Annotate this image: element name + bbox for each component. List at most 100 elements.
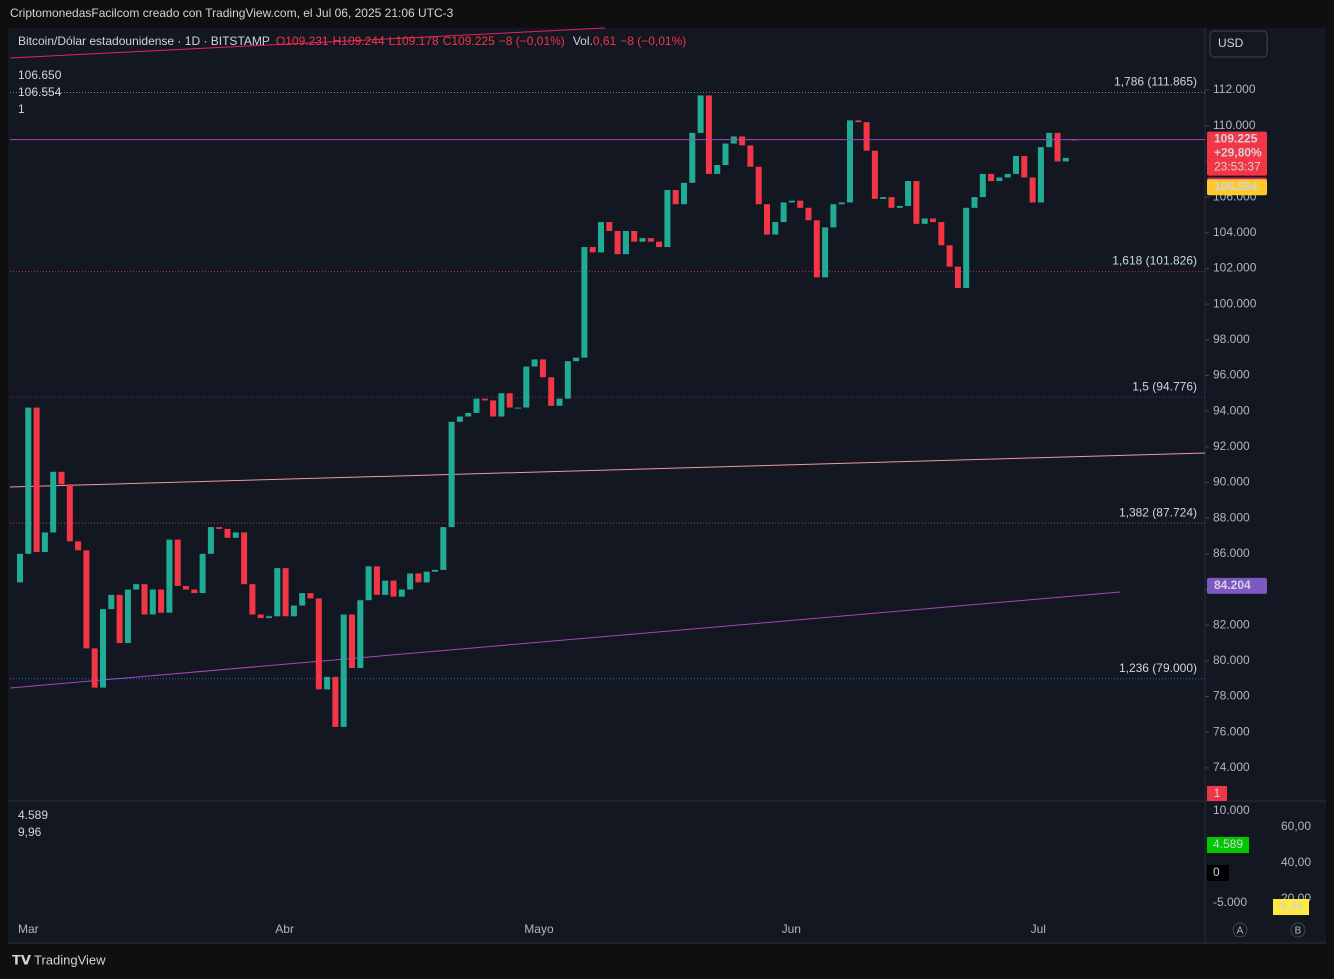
candle-body (838, 202, 845, 205)
candle-body (75, 541, 82, 551)
candle-body (971, 197, 978, 208)
candle-body (739, 136, 746, 146)
currency-button[interactable] (1209, 30, 1268, 58)
candle-body (672, 189, 679, 205)
candle-body (373, 566, 380, 595)
candle-body (681, 182, 687, 205)
candle-body (266, 616, 272, 619)
osc-axis-label: -5.000 (1213, 895, 1247, 909)
candle-body (25, 407, 32, 554)
volume: 0,61 (593, 34, 617, 48)
candle-body (448, 421, 455, 528)
candle-body (871, 150, 878, 199)
candle-body (66, 484, 73, 542)
trend-line (9, 591, 1121, 689)
candle-body (133, 584, 140, 590)
fib-label: 1,5 (94.776) (1132, 379, 1197, 393)
candle-body (290, 605, 297, 617)
candle-body (656, 241, 663, 248)
candle-body (589, 247, 596, 253)
y-tick-label: 100.000 (1213, 296, 1257, 310)
candle-body (772, 222, 779, 235)
candle-body (938, 222, 945, 246)
candle-body (930, 218, 936, 223)
candle-body (83, 550, 90, 649)
candle-body (722, 143, 729, 165)
osc-axis-label: 40,00 (1281, 855, 1311, 869)
candle-body (764, 204, 770, 235)
candle-body (705, 95, 712, 174)
candle-body (573, 357, 580, 362)
candle-body (921, 218, 928, 224)
candle-body (664, 189, 671, 248)
y-tick-label: 96.000 (1213, 368, 1250, 382)
osc-tag-label: 9,96 (1280, 899, 1304, 913)
trend-line (9, 452, 1206, 488)
x-tick-label: Mar (18, 922, 39, 936)
pane-tag-label: 1 (1214, 786, 1221, 800)
candle-body (149, 589, 156, 615)
candle-body (390, 580, 397, 597)
candle-body (1004, 173, 1011, 178)
candle-body (249, 584, 256, 615)
y-tick-label: 98.000 (1213, 332, 1250, 346)
candle-body (913, 181, 920, 224)
y-tick-label: 90.000 (1213, 475, 1250, 489)
candle-body (349, 614, 355, 669)
fib-label: 1,236 (79.000) (1119, 661, 1197, 675)
volume: −8 (−0,01%) (620, 34, 686, 48)
candle-body (1062, 157, 1069, 162)
scale-button[interactable] (1232, 922, 1248, 938)
trend-line (9, 27, 606, 59)
candle-body (407, 573, 414, 590)
candle-body (622, 230, 629, 255)
candle-body (780, 202, 787, 223)
price-tag-line: 23:53:37 (1214, 160, 1261, 174)
candle-body (581, 247, 588, 358)
candle-body (332, 676, 339, 727)
pane-tag (1207, 786, 1227, 801)
candle-body (432, 569, 438, 572)
osc-tag (1207, 865, 1229, 881)
candle-body (963, 207, 970, 289)
volume: Vol. (573, 34, 593, 48)
y-tick-label: 74.000 (1213, 760, 1250, 774)
candle-body (598, 222, 604, 253)
candle-body (174, 539, 181, 586)
candle-body (108, 594, 115, 610)
candle-body (199, 553, 206, 594)
candle-body (183, 585, 189, 590)
candle-body (697, 95, 704, 133)
candle-body (946, 245, 953, 267)
price-tag-label: 84.204 (1214, 578, 1251, 592)
price-tag (1207, 179, 1267, 196)
osc-tag-label: 0 (1213, 865, 1220, 879)
candle-body (515, 407, 521, 409)
scale-button-label[interactable]: A (1237, 926, 1244, 937)
fib-label: 1,618 (101.826) (1112, 254, 1197, 268)
candle-body (398, 589, 405, 597)
candle-body (863, 122, 870, 151)
candle-body (888, 197, 895, 208)
y-tick-label: 82.000 (1213, 617, 1250, 631)
osc-legend: 4.589 (18, 808, 48, 822)
scale-button-label[interactable]: B (1295, 926, 1302, 937)
candle-body (357, 600, 364, 669)
candle-body (423, 571, 430, 583)
chart-panel (8, 28, 1326, 944)
legend: Bitcoin/Dólar estadounidense · 1D · BITS… (18, 34, 686, 48)
y-tick-label: 112.000 (1213, 82, 1256, 96)
candle-body (490, 400, 497, 417)
candle-body (274, 568, 281, 617)
currency-label[interactable]: USD (1218, 36, 1244, 50)
ohlc: L109.178 (389, 34, 439, 48)
candle-body (216, 527, 223, 529)
candle-body (232, 532, 239, 538)
osc-legend: 9,96 (18, 825, 42, 839)
symbol: Bitcoin/Dólar estadounidense · 1D · BITS… (18, 34, 270, 48)
candle-body (465, 412, 472, 417)
x-tick-label: Mayo (524, 922, 554, 936)
candle-body (822, 227, 829, 278)
candle-body (1037, 147, 1044, 203)
scale-button[interactable] (1290, 922, 1306, 938)
